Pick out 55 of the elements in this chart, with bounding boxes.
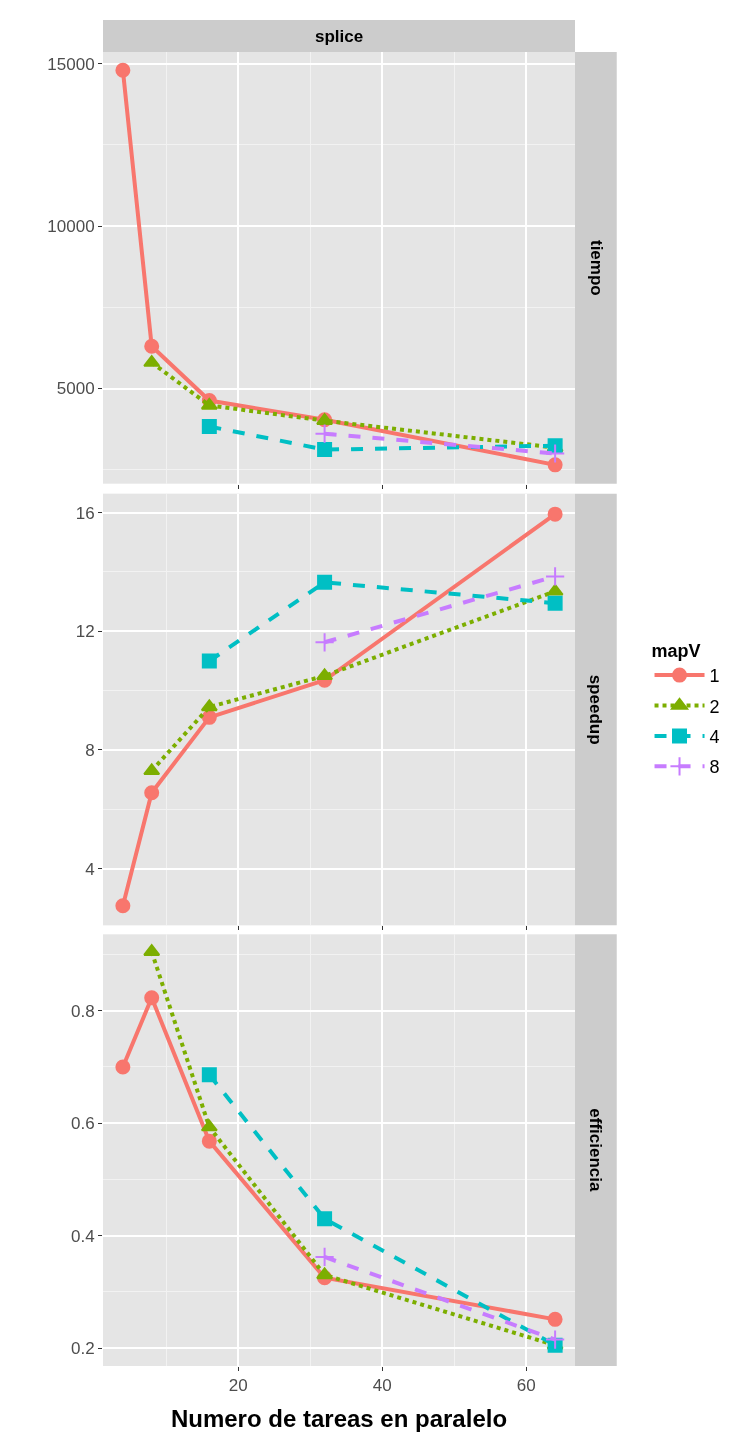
point xyxy=(201,1067,217,1083)
point xyxy=(201,1133,217,1149)
text: speedup xyxy=(586,674,606,745)
point xyxy=(314,632,335,653)
point xyxy=(316,1267,334,1280)
point xyxy=(200,1119,218,1132)
point xyxy=(317,574,333,590)
point xyxy=(317,1211,333,1227)
point xyxy=(144,990,160,1006)
legend-label: 2 xyxy=(709,696,720,717)
x-tick-label: 60 xyxy=(516,1376,536,1396)
text: tiempo xyxy=(586,239,606,296)
y-tick-label: 0.6 xyxy=(70,1114,95,1134)
point xyxy=(144,338,160,354)
point xyxy=(316,668,334,681)
point xyxy=(545,566,566,587)
point xyxy=(115,898,131,914)
point xyxy=(547,1311,563,1327)
legend-title: mapV xyxy=(651,640,701,661)
point xyxy=(545,1329,566,1350)
point xyxy=(200,397,218,410)
x-tick-label: 40 xyxy=(372,1376,392,1396)
point xyxy=(546,583,564,596)
y-tick-label: 16 xyxy=(75,503,95,523)
y-tick-label: 0.2 xyxy=(70,1338,95,1358)
legend-label: 8 xyxy=(709,757,720,778)
point xyxy=(201,709,217,725)
y-tick-label: 8 xyxy=(85,740,95,760)
point xyxy=(317,442,333,458)
text: efficiencia xyxy=(586,1108,606,1192)
point xyxy=(545,443,566,464)
point xyxy=(201,653,217,669)
y-tick-label: 4 xyxy=(85,859,95,879)
point xyxy=(547,457,563,473)
point xyxy=(314,423,335,444)
legend-label: 1 xyxy=(709,666,720,687)
y-tick-label: 12 xyxy=(75,622,95,642)
point xyxy=(547,595,563,611)
chart-title: splice xyxy=(315,27,364,46)
point xyxy=(314,1246,335,1268)
y-tick-label: 15000 xyxy=(47,54,95,74)
point xyxy=(115,1059,131,1075)
point xyxy=(201,419,217,435)
legend-label: 4 xyxy=(709,726,720,747)
x-axis-title: Numero de tareas en paralelo xyxy=(170,1404,508,1432)
point xyxy=(144,785,160,801)
x-tick-label: 20 xyxy=(228,1376,248,1396)
y-tick-label: 5000 xyxy=(56,379,95,399)
y-tick-label: 10000 xyxy=(47,217,95,237)
point xyxy=(200,699,218,712)
point xyxy=(115,62,131,78)
y-tick-label: 0.8 xyxy=(70,1001,95,1021)
point xyxy=(143,763,161,776)
point xyxy=(547,506,563,522)
y-tick-label: 0.4 xyxy=(70,1226,95,1246)
